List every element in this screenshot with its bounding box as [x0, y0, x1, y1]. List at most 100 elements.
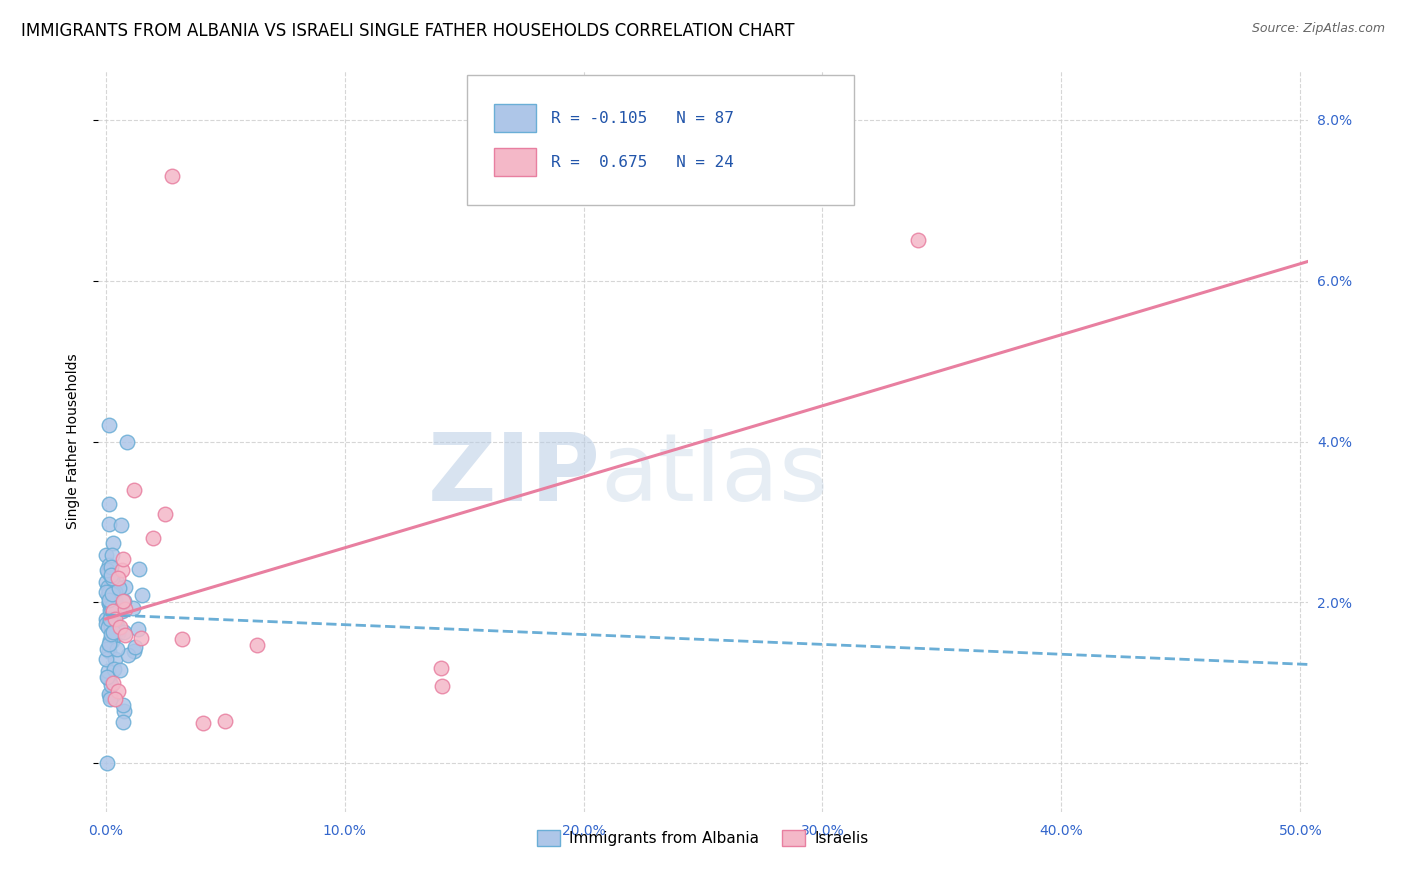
Point [100, 678, 122, 692]
Point [172, 632, 194, 647]
Point [104, 583, 127, 598]
Point [97, 566, 120, 580]
Point [98, 632, 121, 647]
Point [105, 642, 128, 657]
Point [214, 714, 236, 729]
Legend: Immigrants from Albania, Israelis: Immigrants from Albania, Israelis [531, 824, 875, 852]
Point [112, 704, 135, 718]
Point [98, 615, 121, 629]
Point [108, 663, 131, 677]
Point [107, 581, 129, 595]
Point [98, 612, 121, 626]
Point [97, 597, 120, 611]
Point [94, 549, 117, 563]
Point [100, 634, 122, 648]
Text: atlas: atlas [600, 429, 828, 521]
Point [105, 600, 128, 615]
Point [112, 594, 135, 608]
Point [155, 507, 177, 521]
Point [96, 670, 118, 684]
Point [115, 434, 138, 449]
FancyBboxPatch shape [494, 104, 536, 132]
Point [104, 593, 127, 607]
Point [162, 169, 184, 183]
Point [101, 676, 124, 690]
Point [98, 498, 121, 512]
Point [107, 619, 129, 633]
Point [112, 624, 135, 639]
Point [191, 716, 214, 731]
Point [98, 691, 121, 706]
Point [100, 579, 122, 593]
Point [97, 687, 120, 701]
Point [97, 672, 120, 686]
Point [107, 626, 129, 640]
Point [98, 690, 121, 704]
Point [96, 574, 118, 589]
Point [98, 636, 121, 650]
Point [104, 652, 127, 666]
Text: R =  0.675   N = 24: R = 0.675 N = 24 [551, 155, 734, 169]
Point [122, 601, 145, 615]
Point [101, 536, 124, 550]
Point [104, 692, 127, 706]
Point [101, 585, 124, 599]
Point [104, 611, 127, 625]
Point [97, 620, 120, 634]
Point [96, 612, 118, 626]
Point [100, 586, 122, 600]
Point [98, 602, 121, 616]
Point [97, 580, 120, 594]
Point [101, 603, 124, 617]
Text: Source: ZipAtlas.com: Source: ZipAtlas.com [1251, 22, 1385, 36]
Point [112, 715, 135, 730]
Point [107, 574, 129, 589]
Point [103, 585, 125, 599]
Point [142, 531, 165, 545]
Point [124, 640, 146, 654]
Text: IMMIGRANTS FROM ALBANIA VS ISRAELI SINGLE FATHER HOUSEHOLDS CORRELATION CHART: IMMIGRANTS FROM ALBANIA VS ISRAELI SINGL… [21, 22, 794, 40]
Point [103, 662, 125, 676]
Point [108, 619, 131, 633]
Point [98, 517, 121, 532]
Point [103, 609, 125, 624]
Point [112, 594, 135, 608]
Point [97, 558, 120, 572]
FancyBboxPatch shape [467, 75, 855, 204]
Point [117, 648, 139, 663]
Point [114, 628, 136, 642]
Point [128, 562, 150, 576]
Point [94, 652, 117, 666]
Point [100, 609, 122, 624]
Text: R = -0.105   N = 87: R = -0.105 N = 87 [551, 111, 734, 126]
Point [131, 631, 153, 645]
Point [98, 592, 121, 607]
Point [101, 631, 124, 645]
Y-axis label: Single Father Households: Single Father Households [66, 354, 80, 529]
Point [122, 643, 145, 657]
Point [97, 596, 120, 610]
Point [131, 588, 153, 602]
Point [105, 624, 128, 638]
Point [100, 560, 122, 574]
Point [97, 588, 120, 602]
Point [97, 644, 120, 658]
Point [100, 601, 122, 615]
Point [122, 483, 145, 497]
Point [96, 641, 118, 656]
Point [103, 614, 125, 628]
Point [103, 575, 125, 590]
Point [112, 552, 135, 566]
Point [100, 615, 122, 630]
FancyBboxPatch shape [494, 148, 536, 177]
Point [96, 616, 118, 631]
Point [100, 599, 122, 613]
Point [100, 627, 122, 641]
Point [98, 595, 121, 609]
Point [100, 570, 122, 584]
Point [100, 620, 122, 634]
Text: ZIP: ZIP [427, 429, 600, 521]
Point [94, 585, 117, 599]
Point [101, 571, 124, 585]
Point [97, 670, 120, 684]
